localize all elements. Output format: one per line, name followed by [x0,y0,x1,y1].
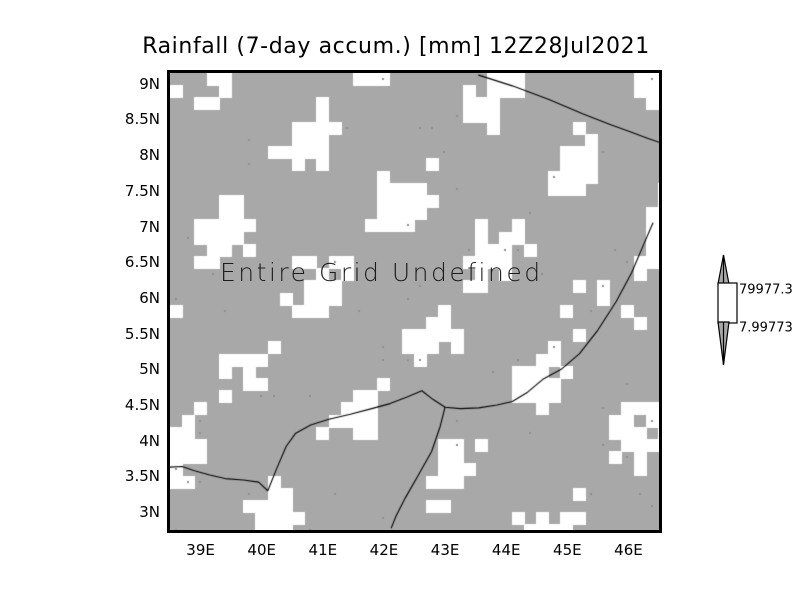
y-axis-tick-7-5N: 7.5N [124,181,160,200]
x-axis-tick-39E: 39E [186,541,215,559]
y-axis-tick-8-5N: 8.5N [124,110,160,129]
y-axis-tick-6N: 6N [139,288,160,307]
x-axis-tick-labels: 39E 40E 41E 42E 43E 44E 45E 46E [0,541,792,565]
y-axis-tick-7N: 7N [139,217,160,236]
y-axis-tick-8N: 8N [139,146,160,165]
map-plot-area: Entire Grid Undefined [167,70,662,533]
y-axis-tick-labels: 9N 8.5N 8N 7.5N 7N 6.5N 6N 5.5N 5N 4.5N 4N 3.5N 3N [60,0,160,612]
colorbar-upper-label: 79977.3 [739,282,792,298]
coastline-border-overlay [170,73,659,530]
colorbar-legend: 79977.3 7.99773 [706,252,792,368]
y-axis-tick-5N: 5N [139,360,160,379]
y-axis-tick-9N: 9N [139,74,160,93]
y-axis-tick-4-5N: 4.5N [124,396,160,415]
colorbar-lower-label: 7.99773 [739,320,792,336]
x-axis-tick-43E: 43E [430,541,460,559]
x-axis-tick-40E: 40E [247,541,276,559]
y-axis-tick-3-5N: 3.5N [124,467,160,486]
y-axis-tick-5-5N: 5.5N [124,324,160,343]
colorbar-middle-box [717,282,738,324]
y-axis-tick-6-5N: 6.5N [124,253,160,272]
colorbar-swatch [717,254,738,366]
page-title: Rainfall (7-day accum.) [mm] 12Z28Jul202… [142,34,650,59]
x-axis-tick-42E: 42E [369,541,399,559]
y-axis-tick-3N: 3N [139,503,160,522]
y-axis-tick-4N: 4N [139,431,160,450]
x-axis-tick-46E: 46E [614,541,643,559]
x-axis-tick-45E: 45E [553,541,582,559]
x-axis-tick-41E: 41E [308,541,338,559]
x-axis-tick-44E: 44E [491,541,521,559]
